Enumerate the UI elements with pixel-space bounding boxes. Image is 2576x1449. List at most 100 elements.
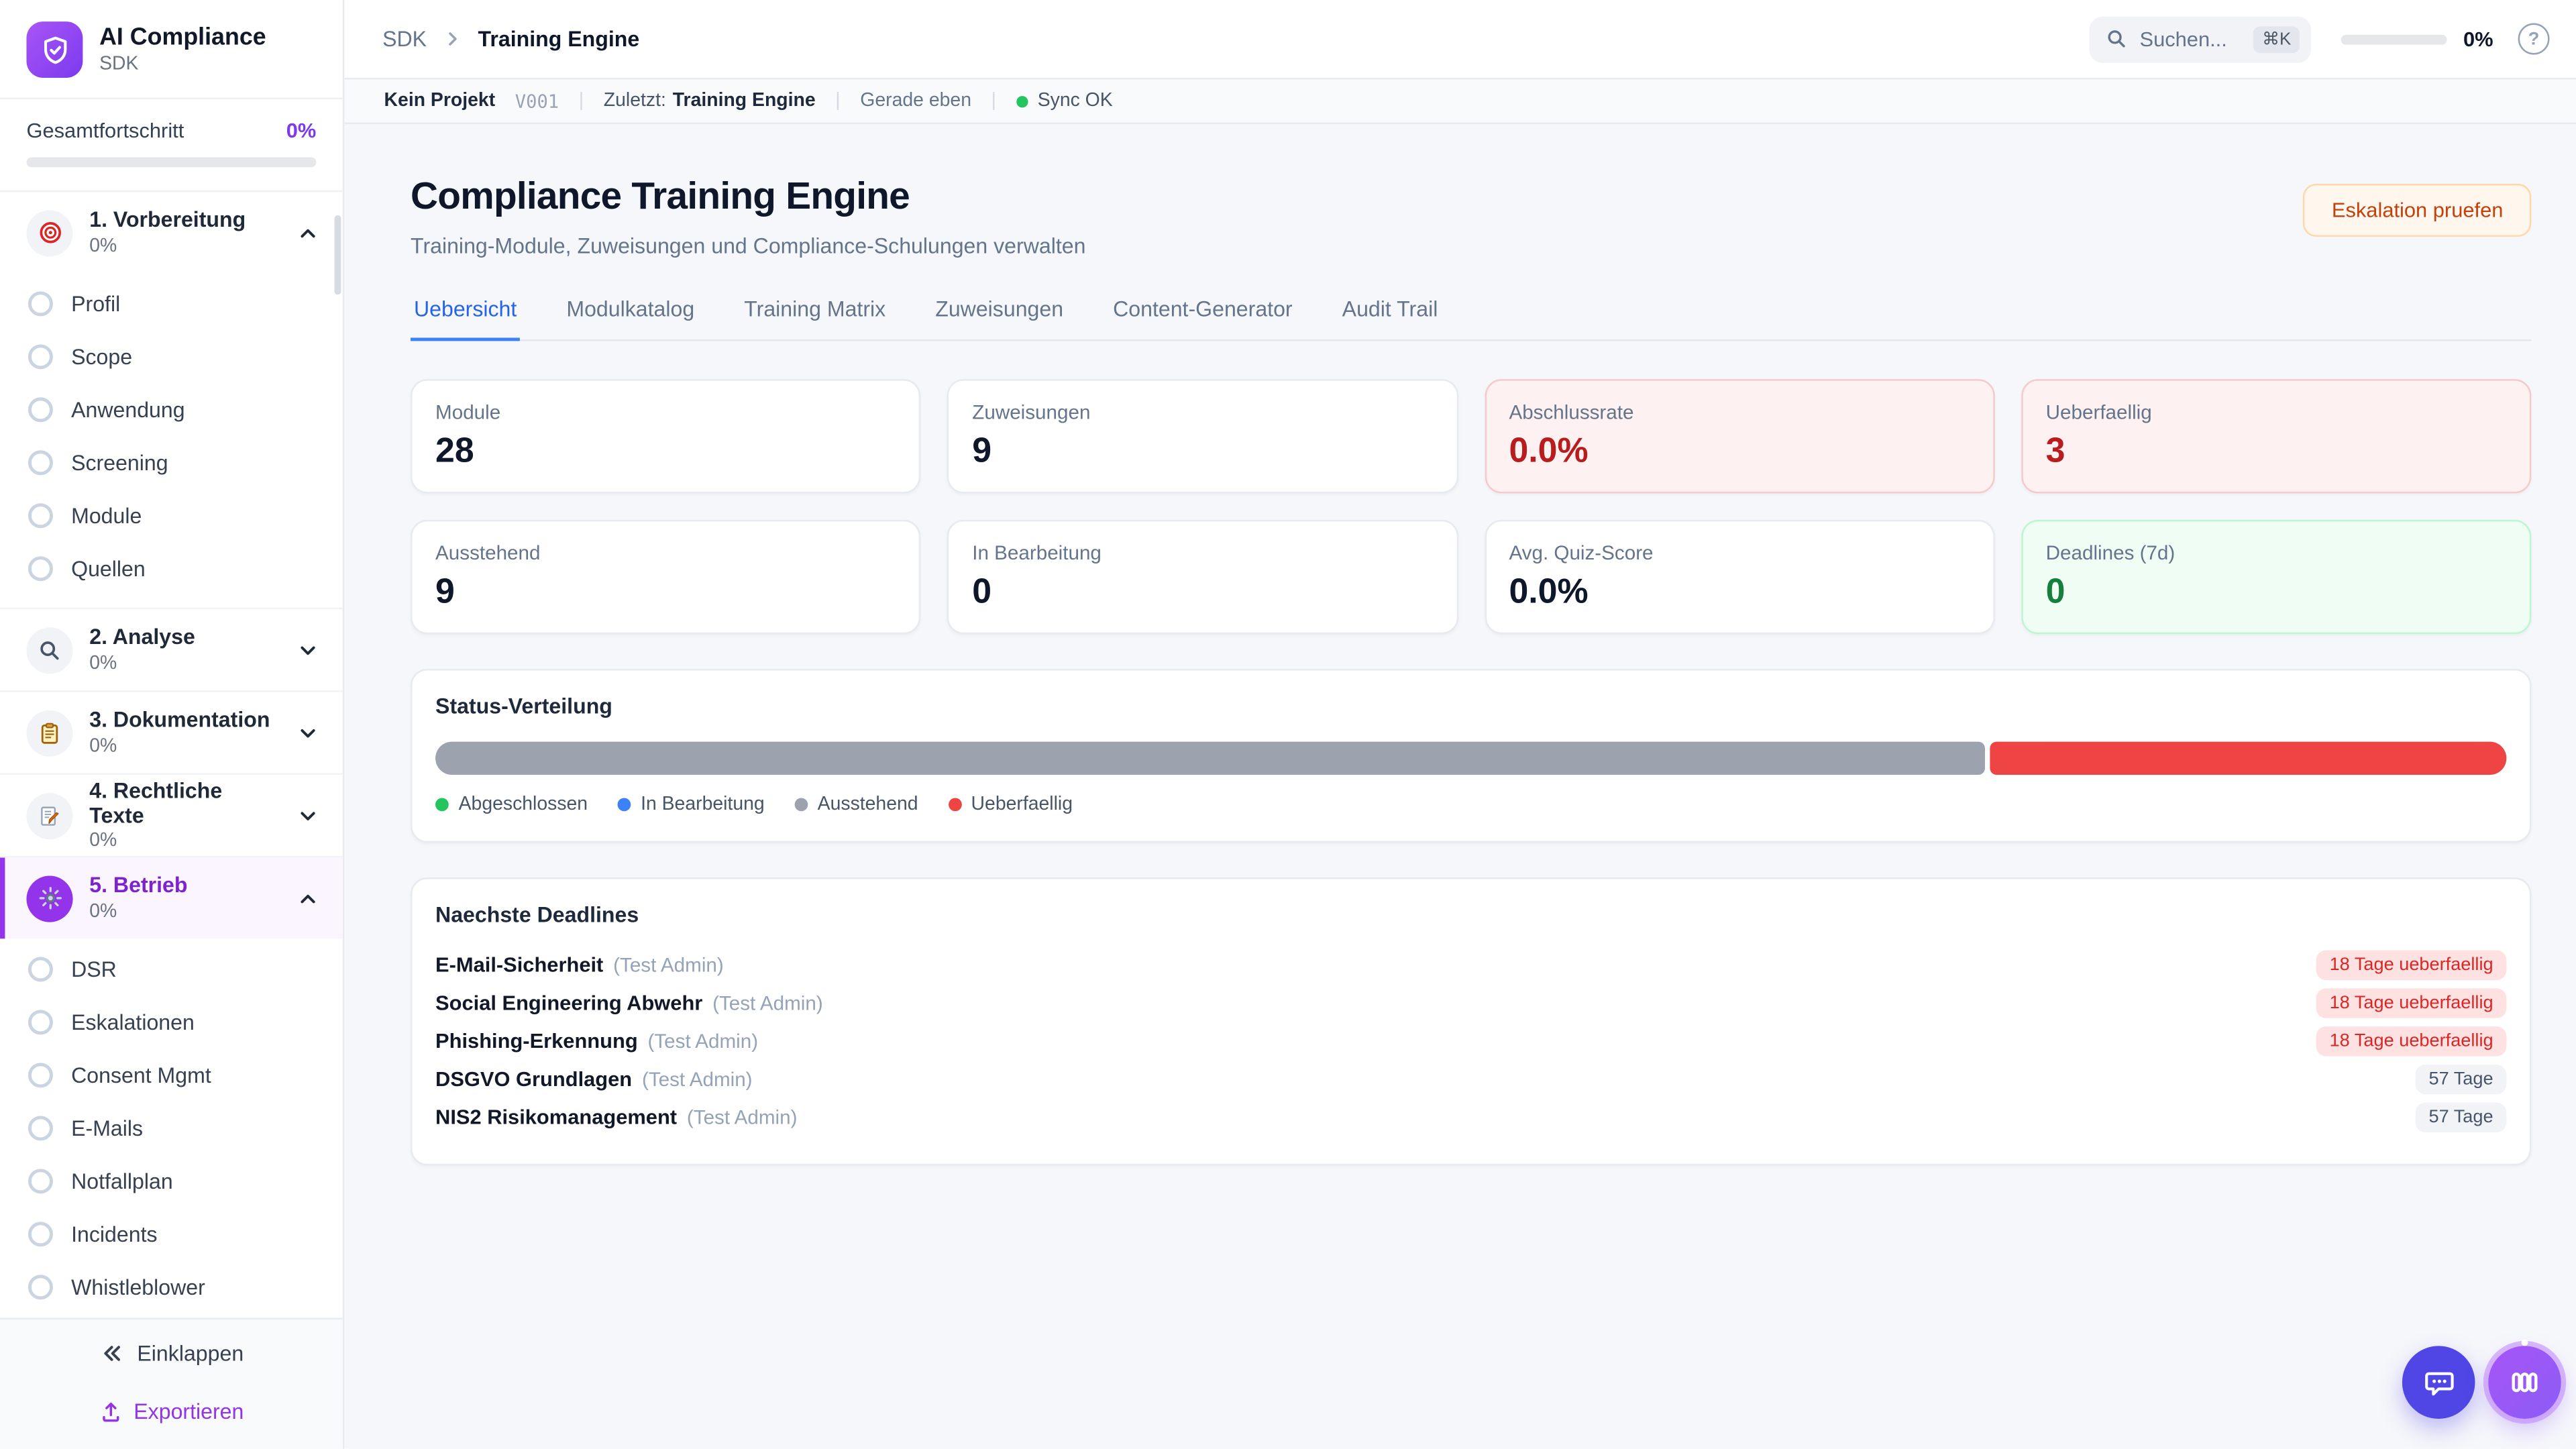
section-percent: 0% (89, 736, 117, 756)
status-circle-icon (28, 502, 53, 528)
help-circle-icon[interactable]: ? (2518, 23, 2550, 55)
tab-zuweisungen[interactable]: Zuweisungen (935, 295, 1064, 321)
deadline-row: Social Engineering Abwehr (Test Admin) 18… (435, 984, 2507, 1022)
tab-uebersicht[interactable]: Uebersicht (411, 286, 521, 341)
check-escalation-button[interactable]: Eskalation pruefen (2303, 183, 2532, 237)
section-items-betrieb: DSR Eskalationen Consent Mgmt E-Mails No… (0, 938, 343, 1318)
deadline-badge: 18 Tage ueberfaellig (2316, 1026, 2507, 1057)
sync-ok-dot-icon (1016, 95, 1028, 107)
sidebar-item-dsr[interactable]: DSR (0, 942, 343, 995)
section-header-rechtliche-texte[interactable]: 4. Rechtliche Texte 0% (0, 775, 343, 856)
header-progress-value: 0% (2463, 27, 2493, 51)
chat-bubble-icon (2421, 1365, 2456, 1400)
collapse-sidebar-button[interactable]: Einklappen (99, 1341, 244, 1366)
legend-dot-icon (435, 797, 449, 811)
bar-segment-ausstehend (435, 741, 1985, 774)
section-header-analyse[interactable]: 2. Analyse 0% (0, 609, 343, 690)
deadline-badge: 57 Tage (2415, 1102, 2507, 1133)
legend-dot-icon (617, 797, 631, 811)
legend-in-bearbeitung: In Bearbeitung (617, 794, 765, 814)
status-distribution-bar (435, 741, 2507, 774)
sidebar-item-consent-mgmt[interactable]: Consent Mgmt (0, 1048, 343, 1101)
status-circle-icon (28, 956, 53, 981)
clipboard-icon (26, 709, 73, 756)
deadline-row: NIS2 Risikomanagement (Test Admin) 57 Tag… (435, 1099, 2507, 1137)
overall-progress-label: Gesamtfortschritt (26, 119, 184, 143)
sidebar-item-notfallplan[interactable]: Notfallplan (0, 1154, 343, 1207)
sidebar-item-screening[interactable]: Screening (0, 435, 343, 488)
board-columns-fab[interactable] (2488, 1339, 2561, 1419)
brand-block: AI Compliance SDK (99, 25, 266, 74)
tab-audit-trail[interactable]: Audit Trail (1342, 295, 1438, 321)
legend-abgeschlossen: Abgeschlossen (435, 794, 588, 814)
sidebar-item-incidents[interactable]: Incidents (0, 1207, 343, 1260)
sidebar-item-emails[interactable]: E-Mails (0, 1101, 343, 1154)
breadcrumb-current: Training Engine (478, 26, 640, 52)
sidebar-item-module[interactable]: Module (0, 488, 343, 541)
deadlines-title: Naechste Deadlines (435, 901, 639, 927)
section-percent: 0% (89, 830, 117, 851)
overall-progressbar (26, 157, 317, 168)
status-circle-icon (28, 1221, 53, 1246)
legend-dot-icon (794, 797, 808, 811)
search-input[interactable] (2139, 27, 2243, 51)
section-header-betrieb[interactable]: 5. Betrieb 0% (0, 857, 343, 939)
chevron-down-icon (297, 804, 320, 827)
last-saved-time: Gerade eben (860, 91, 971, 111)
breadcrumb-root[interactable]: SDK (382, 26, 427, 52)
chevron-down-icon (297, 721, 320, 745)
overall-progress-value: 0% (286, 119, 317, 143)
sidebar-section-analyse: 2. Analyse 0% (0, 609, 343, 692)
tab-training-matrix[interactable]: Training Matrix (744, 295, 886, 321)
sidebar-item-quellen[interactable]: Quellen (0, 541, 343, 594)
memo-pencil-icon (26, 792, 73, 839)
chevron-up-icon (297, 221, 320, 244)
section-percent: 0% (89, 653, 117, 674)
stat-card-in-bearbeitung: In Bearbeitung 0 (947, 519, 1458, 634)
status-circle-icon (28, 1009, 53, 1034)
chevron-right-icon (441, 28, 463, 50)
section-percent: 0% (89, 236, 117, 256)
target-icon (26, 209, 73, 256)
chevron-down-icon (297, 638, 320, 661)
sidebar-footer: Einklappen Exportieren (0, 1318, 343, 1449)
sidebar-item-whistleblower[interactable]: Whistleblower (0, 1260, 343, 1313)
sidebar-section-betrieb: 5. Betrieb 0% DSR Eskalationen Consent M… (0, 857, 343, 1318)
deadline-row: E-Mail-Sicherheit (Test Admin) 18 Tage ue… (435, 947, 2507, 985)
section-percent: 0% (89, 902, 117, 922)
status-circle-icon (28, 290, 53, 316)
sidebar-item-anwendung[interactable]: Anwendung (0, 382, 343, 435)
sidebar: AI Compliance SDK Gesamtfortschritt 0% (0, 0, 345, 1449)
section-label: 3. Dokumentation (89, 707, 270, 733)
magnifier-icon (26, 627, 73, 674)
sidebar-scrollbar[interactable] (334, 215, 341, 295)
search-box[interactable]: ⌘K (2090, 15, 2311, 62)
stat-card-ueberfaellig: Ueberfaellig 3 (2021, 378, 2532, 493)
export-button[interactable]: Exportieren (0, 1399, 343, 1424)
section-header-vorbereitung[interactable]: 1. Vorbereitung 0% (0, 192, 343, 273)
stat-card-avg-quiz-score: Avg. Quiz-Score 0.0% (1484, 519, 1995, 634)
section-label: 2. Analyse (89, 625, 195, 650)
sidebar-item-profil[interactable]: Profil (0, 276, 343, 329)
double-chevron-left-icon (99, 1341, 124, 1366)
section-label: 4. Rechtliche Texte (89, 778, 223, 827)
status-circle-icon (28, 1168, 53, 1193)
status-circle-icon (28, 343, 53, 369)
version-badge: V001 (515, 90, 559, 112)
sidebar-item-eskalationen[interactable]: Eskalationen (0, 995, 343, 1048)
deadlines-list: E-Mail-Sicherheit (Test Admin) 18 Tage ue… (435, 947, 2507, 1137)
status-circle-icon (28, 1274, 53, 1299)
sidebar-item-scope[interactable]: Scope (0, 329, 343, 382)
upload-icon (99, 1400, 122, 1424)
tab-modulkatalog[interactable]: Modulkatalog (566, 295, 695, 321)
stat-card-deadlines-7d: Deadlines (7d) 0 (2021, 519, 2532, 634)
section-header-dokumentation[interactable]: 3. Dokumentation 0% (0, 692, 343, 773)
main-area: SDK Training Engine ⌘K 0% ? Kein Projekt… (344, 0, 2576, 1449)
overall-progress-block: Gesamtfortschritt 0% (0, 99, 343, 193)
floating-action-buttons (2402, 1339, 2561, 1419)
shield-check-icon (26, 21, 83, 78)
tab-content-generator[interactable]: Content-Generator (1113, 295, 1293, 321)
page-title: Compliance Training Engine (411, 174, 910, 217)
chat-fab[interactable] (2402, 1346, 2475, 1419)
